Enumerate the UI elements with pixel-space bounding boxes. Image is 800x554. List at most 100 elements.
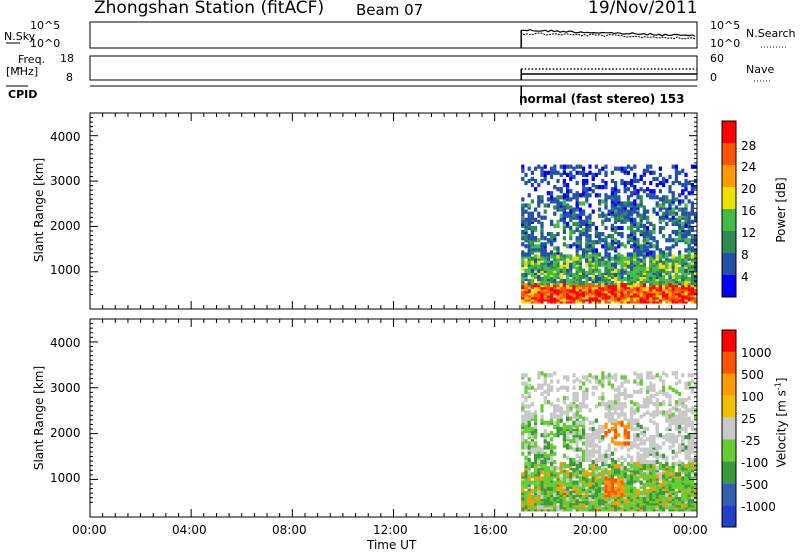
velocity-heatmap-cell — [681, 416, 685, 421]
power-heatmap-cell — [524, 227, 528, 233]
power-heatmap-cell — [668, 199, 672, 204]
velocity-heatmap-cell — [527, 414, 531, 419]
power-heatmap-cell — [553, 262, 557, 267]
velocity-heatmap-cell — [633, 426, 637, 432]
velocity-cbar-tick-500: 500 — [741, 368, 764, 382]
velocity-heatmap-cell — [614, 486, 618, 491]
power-heatmap-cell — [556, 187, 560, 192]
power-heatmap-cell — [646, 225, 650, 231]
velocity-heatmap-cell — [546, 420, 550, 425]
power-heatmap-cell — [566, 260, 570, 265]
velocity-heatmap-cell — [690, 433, 694, 438]
power-heatmap-cell — [530, 291, 534, 296]
power-heatmap-cell — [553, 272, 557, 277]
xtick-0400: 04:00 — [172, 523, 207, 537]
velocity-heatmap-cell — [598, 445, 602, 450]
power-heatmap-cell — [687, 219, 691, 224]
velocity-heatmap-cell — [636, 466, 640, 471]
velocity-heatmap-cell — [671, 416, 675, 421]
velocity-heatmap-cell — [556, 466, 560, 471]
velocity-heatmap-cell — [681, 435, 685, 440]
power-heatmap-cell — [694, 234, 698, 239]
velocity-heatmap-cell — [626, 393, 630, 399]
velocity-heatmap-cell — [623, 441, 627, 446]
velocity-heatmap-cell — [569, 461, 573, 467]
velocity-heatmap-cell — [521, 373, 525, 378]
power-heatmap-cell — [626, 270, 630, 275]
velocity-heatmap-cell — [694, 459, 698, 465]
velocity-heatmap-cell — [623, 375, 627, 380]
velocity-heatmap-cell — [527, 466, 531, 471]
power-heatmap-cell — [537, 203, 541, 208]
velocity-heatmap-cell — [534, 482, 538, 487]
power-heatmap-cell — [578, 229, 582, 235]
velocity-heatmap-cell — [569, 490, 573, 495]
power-heatmap-cell — [588, 223, 592, 228]
power-heatmap-cell — [610, 281, 614, 286]
power-heatmap-cell — [556, 258, 560, 263]
velocity-heatmap-cell — [572, 379, 576, 384]
power-heatmap-cell — [690, 289, 694, 294]
velocity-heatmap-cell — [559, 476, 563, 481]
velocity-heatmap-cell — [562, 480, 566, 485]
beam-label: Beam 07 — [356, 1, 424, 19]
power-heatmap-cell — [572, 166, 576, 171]
velocity-heatmap-cell — [601, 486, 605, 491]
velocity-heatmap-cell — [556, 379, 560, 384]
velocity-heatmap-cell — [687, 501, 691, 506]
velocity-heatmap-cell — [604, 459, 608, 465]
velocity-heatmap-cell — [575, 395, 579, 401]
velocity-heatmap-cell — [646, 437, 650, 442]
velocity-heatmap-cell — [575, 404, 579, 409]
power-heatmap-cell — [652, 189, 656, 194]
power-heatmap-cell — [684, 238, 688, 243]
velocity-heatmap-cell — [553, 424, 557, 429]
xtick-1600: 16:00 — [473, 523, 508, 537]
velocity-heatmap-cell — [626, 461, 630, 467]
velocity-heatmap-cell — [684, 385, 688, 390]
power-heatmap-cell — [601, 211, 605, 216]
xaxis-label: Time UT — [367, 538, 417, 552]
velocity-heatmap-cell — [694, 433, 698, 438]
velocity-heatmap-cell — [607, 381, 611, 386]
power-heatmap-cell — [636, 203, 640, 208]
velocity-heatmap-cell — [674, 499, 678, 504]
power-heatmap-cell — [550, 170, 554, 175]
power-heatmap-cell — [620, 166, 624, 171]
velocity-cbar-tick-neg100: -100 — [741, 456, 769, 470]
power-heatmap-cell — [636, 178, 640, 184]
power-heatmap-cell — [636, 221, 640, 226]
power-heatmap-cell — [585, 178, 589, 184]
velocity-heatmap-cell — [678, 408, 682, 413]
velocity-heatmap-cell — [575, 377, 579, 382]
power-heatmap-cell — [633, 270, 637, 275]
power-heatmap-cell — [578, 219, 582, 224]
power-heatmap-cell — [684, 195, 688, 200]
velocity-heatmap-cell — [578, 428, 582, 434]
power-heatmap-cell — [614, 278, 618, 284]
velocity-heatmap-cell — [575, 443, 579, 448]
velocity-heatmap-cell — [694, 501, 698, 506]
xtick-2400: 00:00 — [673, 523, 708, 537]
power-heatmap-cell — [578, 236, 582, 241]
power-heatmap-cell — [553, 185, 557, 190]
velocity-heatmap-cell — [687, 381, 691, 386]
velocity-heatmap-cell — [537, 375, 541, 380]
velocity-heatmap-cell — [671, 387, 675, 392]
power-heatmap-cell — [569, 170, 573, 175]
velocity-heatmap-cell — [521, 486, 525, 491]
power-heatmap-cell — [684, 234, 688, 239]
power-heatmap-cell — [524, 172, 528, 177]
velocity-heatmap-cell — [620, 402, 624, 407]
power-heatmap-cell — [690, 238, 694, 243]
velocity-heatmap-cell — [540, 453, 544, 458]
power-heatmap-cell — [556, 232, 560, 237]
power-heatmap-cell — [540, 178, 544, 184]
power-heatmap-cell — [569, 176, 573, 182]
power-heatmap-cell — [521, 207, 525, 212]
velocity-heatmap-cell — [582, 398, 586, 403]
velocity-heatmap-cell — [652, 410, 656, 415]
velocity-heatmap-cell — [626, 453, 630, 458]
power-heatmap-cell — [524, 244, 528, 249]
power-heatmap-cell — [687, 262, 691, 267]
